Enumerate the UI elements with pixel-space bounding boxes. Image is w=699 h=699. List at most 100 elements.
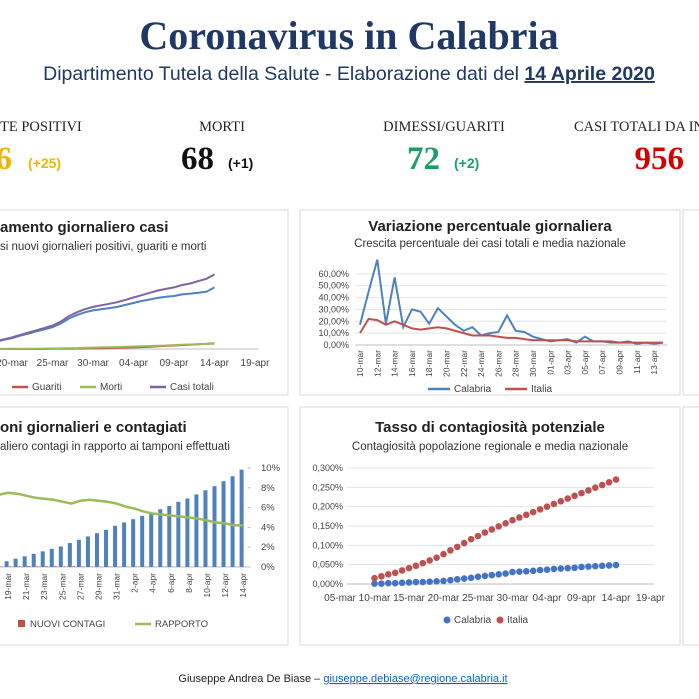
y2-tick-label: 6% [261, 503, 275, 514]
bar [167, 505, 172, 567]
chart-subtitle: aliero contagi in rapporto ai tamponi ef… [0, 441, 230, 453]
legend-swatch [443, 616, 451, 624]
x-tick-label: 30-mar [528, 350, 538, 377]
x-tick-label: 19-apr [241, 358, 271, 369]
bar [58, 546, 63, 567]
kpi-label: TE POSITIVI [0, 119, 82, 135]
kpi-delta: (+1) [228, 155, 253, 171]
legend-label: Calabria [454, 384, 492, 395]
bar [40, 551, 45, 567]
x-tick-label: 20-mar [442, 350, 452, 377]
x-tick-label: 25-mar [57, 573, 67, 600]
panel [299, 209, 681, 396]
x-tick-label: 12-apr [220, 573, 230, 598]
dot [605, 562, 613, 569]
x-tick-label: 29-mar [93, 573, 103, 600]
y-tick-label: 40,00% [318, 293, 349, 303]
chart-title: Variazione percentuale giornaliera [368, 218, 612, 235]
y-tick-label: 60,00% [318, 269, 349, 279]
dot [516, 568, 523, 575]
dot [529, 508, 537, 516]
dot [509, 516, 516, 524]
dot [523, 567, 530, 575]
dot [467, 574, 475, 582]
series-line [0, 491, 244, 527]
x-tick-label: 10-apr [202, 573, 212, 598]
bar [212, 486, 217, 567]
dot [529, 567, 537, 575]
bar [31, 553, 36, 567]
y-tick-label: 30,00% [318, 304, 349, 314]
bar [45, 566, 49, 567]
dot [440, 550, 447, 558]
y-tick-label: 10,00% [318, 328, 349, 338]
x-tick-label: 27-mar [75, 573, 85, 600]
dot [460, 539, 468, 547]
bar [9, 566, 13, 567]
dot [488, 526, 496, 533]
x-tick-label: 20-mar [0, 358, 29, 369]
x-tick-label: 09-apr [615, 350, 625, 375]
dot [412, 578, 420, 586]
x-tick-label: 09-apr [567, 593, 597, 604]
dot [612, 476, 620, 483]
y-tick-label: 0,300% [312, 463, 343, 473]
x-tick-label: 25-mar [462, 593, 494, 604]
dot [447, 576, 454, 584]
dot [585, 563, 592, 570]
x-tick-label: 26-mar [493, 350, 503, 377]
dot [398, 579, 406, 587]
y-tick-label: 0,200% [312, 502, 343, 512]
x-tick-label: 18-mar [424, 350, 434, 377]
legend-label: Casi totali [170, 382, 214, 393]
x-tick-label: 11-apr [632, 350, 642, 374]
dot [543, 503, 551, 510]
dot [605, 479, 613, 486]
dot [405, 579, 413, 586]
x-tick-label: 30-mar [77, 358, 109, 369]
bar [94, 533, 99, 567]
footer-email[interactable]: giuseppe.debiase@regione.calabria.it [323, 673, 507, 685]
page-subtitle: Dipartimento Tutela della Salute - Elabo… [43, 63, 655, 85]
dot [447, 547, 454, 554]
dot [454, 543, 461, 551]
dot [550, 500, 558, 508]
series-line [0, 273, 215, 342]
bar [27, 566, 31, 567]
dot [419, 559, 427, 567]
chart-subtitle: si nuovi giornalieri positivi, guariti e… [0, 241, 206, 253]
dot [564, 564, 571, 572]
x-tick-label: 16-mar [407, 350, 417, 377]
dot [592, 484, 599, 492]
dot [523, 511, 530, 519]
legend-label: Italia [531, 384, 553, 395]
x-tick-label: 31-mar [112, 573, 122, 600]
legend-label: Italia [507, 615, 529, 626]
dot [488, 571, 496, 579]
y2-tick-label: 0% [261, 562, 275, 573]
x-tick-label: 04-apr [119, 358, 149, 369]
y-tick-label: 0,250% [312, 482, 343, 492]
x-tick-label: 21-mar [21, 573, 31, 600]
y-tick-label: 0,050% [312, 560, 343, 570]
x-tick-label: 07-apr [597, 350, 607, 375]
x-tick-label: 13-apr [649, 350, 659, 375]
kpi-value: 72 [407, 141, 440, 177]
x-tick-label: 01-apr [545, 350, 555, 375]
charts: TE POSITIVI 816 (+25) MORTI 68 (+1) DIMESSI/GU… [0, 119, 699, 630]
dot [578, 489, 585, 497]
y2-tick-label: 4% [261, 522, 275, 533]
dot [385, 579, 392, 587]
dot [543, 566, 551, 573]
legend-label: NUOVI CONTAGI [30, 619, 105, 630]
dot [571, 492, 578, 500]
dot [536, 566, 544, 574]
bar [176, 501, 181, 567]
x-tick-label: 10-mar [355, 350, 365, 377]
kpi-value: 956 [635, 141, 685, 177]
dot [592, 562, 599, 570]
dot [391, 579, 399, 587]
y-tick-label: 20,00% [318, 316, 349, 326]
dot [557, 565, 565, 572]
